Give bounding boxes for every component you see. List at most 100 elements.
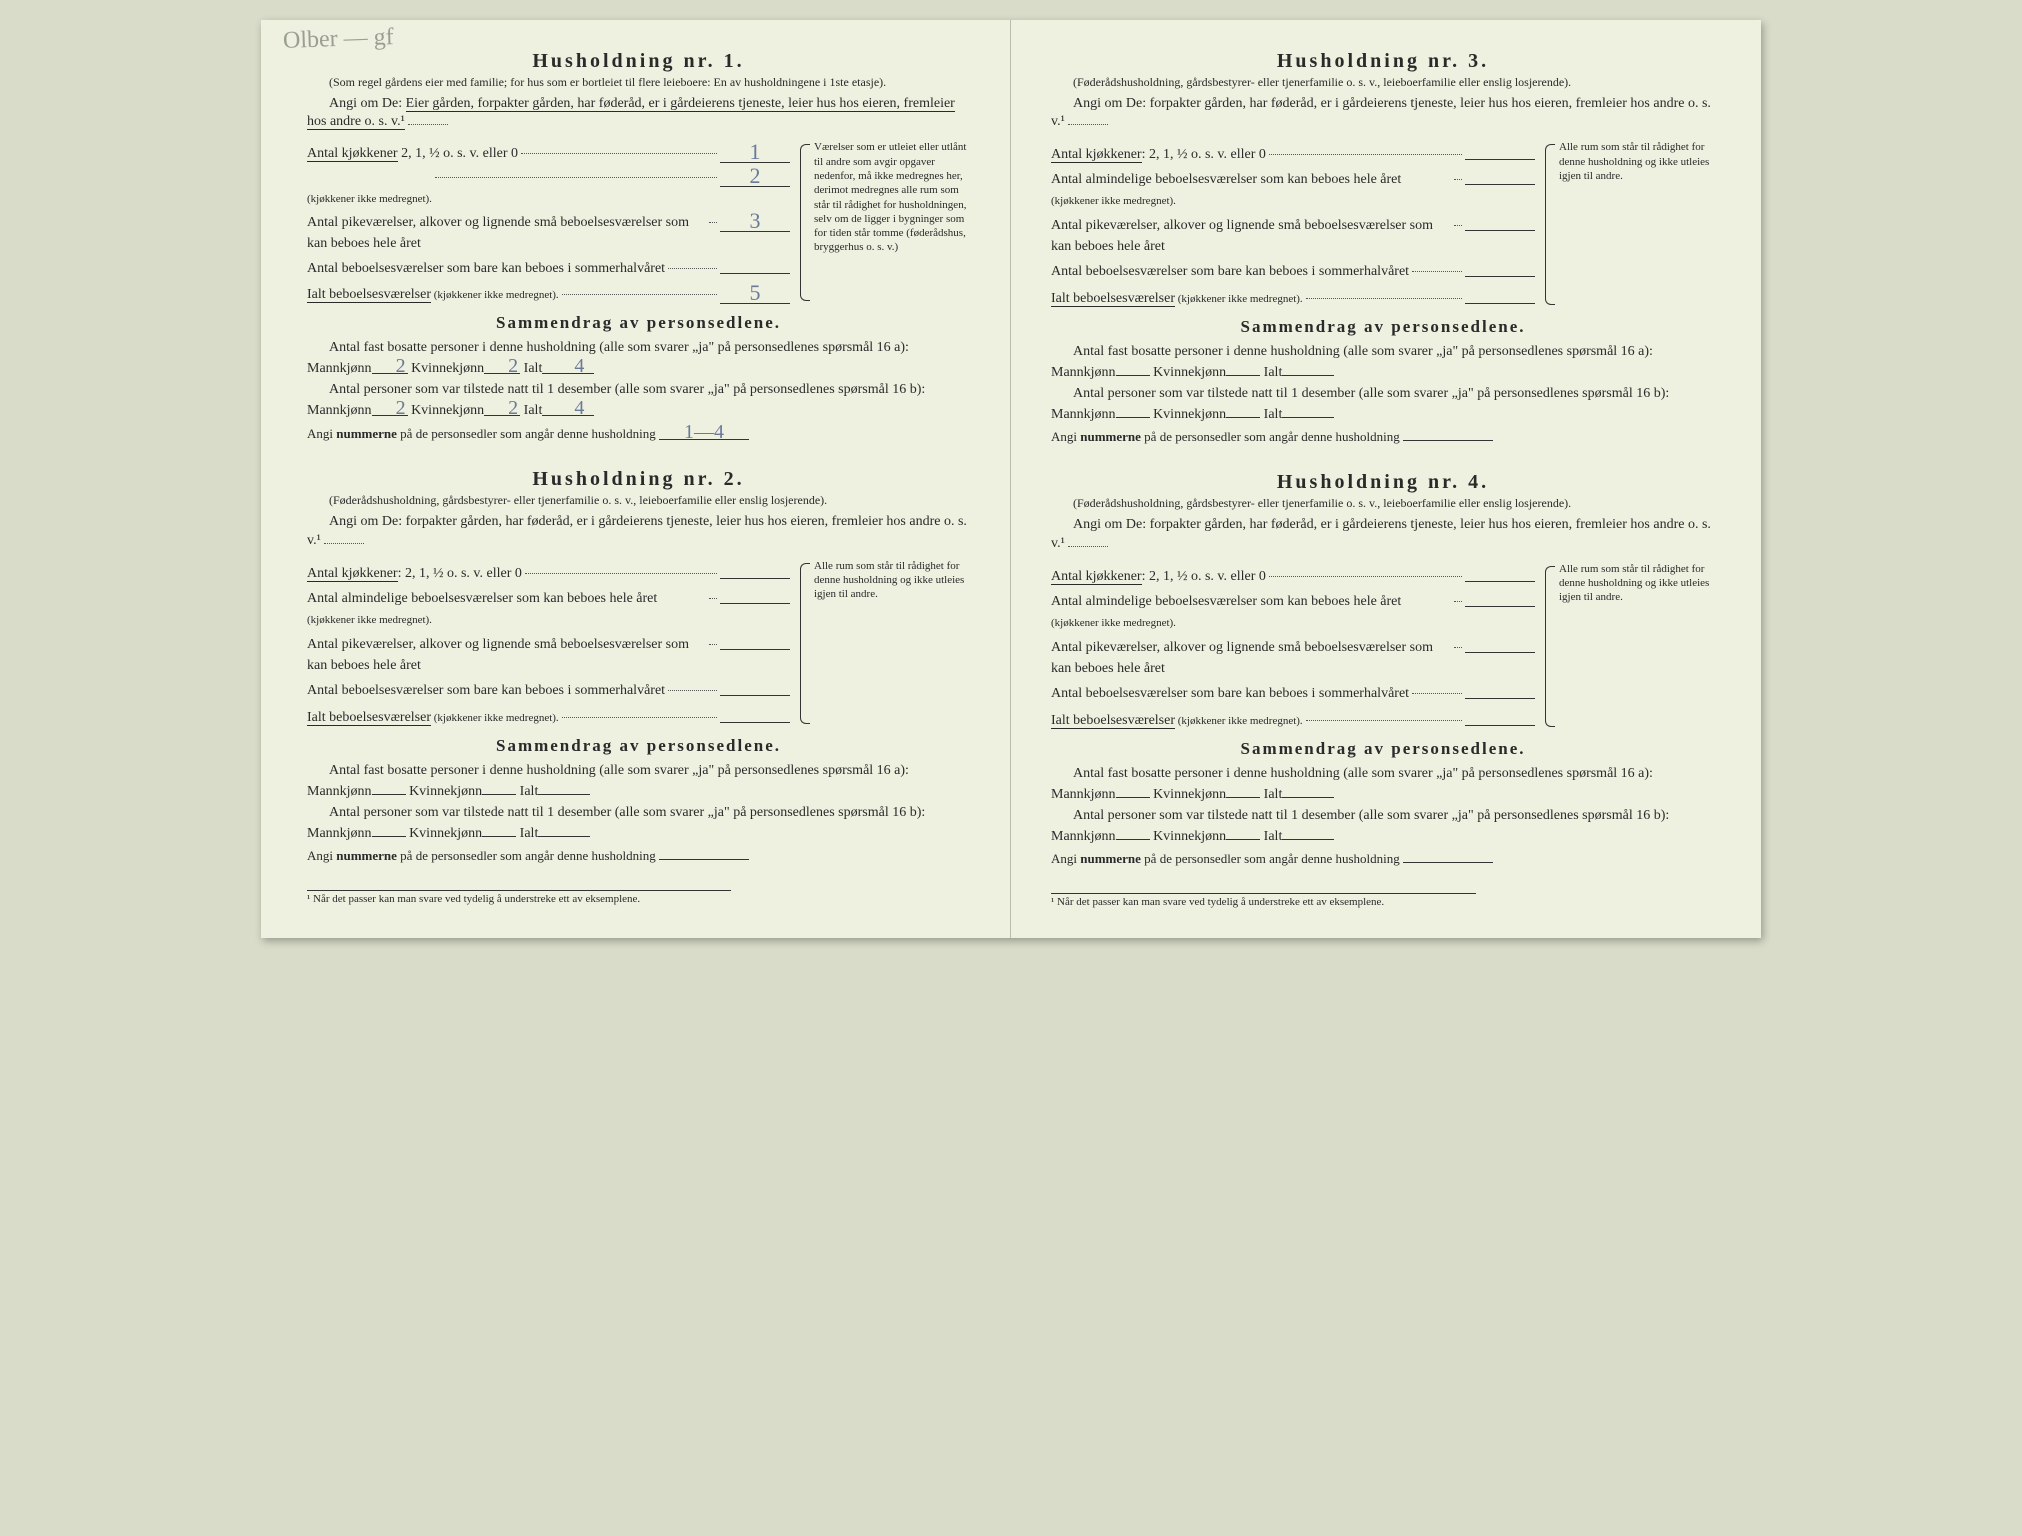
maids-line: Antal pikeværelser, alkover og lignende … [307,630,790,676]
maids-label: Antal pikeværelser, alkover og lignende … [307,634,706,676]
kitchens-line: Antal kjøkkener 2, 1, ½ o. s. v. eller 0… [307,140,790,164]
kitchens-line: Antal kjøkkener: 2, 1, ½ o. s. v. eller … [1051,140,1535,165]
living-small: (kjøkkener ikke medregnet). [307,193,432,205]
household-subdesc: (Føderådshusholdning, gårdsbestyrer- ell… [1051,496,1715,512]
q16b-kvinne [1226,417,1260,418]
brace-icon [800,144,810,301]
ialt-label: Ialt [1264,829,1283,844]
nummerne-value [1403,862,1493,863]
nummerne-tail: på de personsedler som angår denne husho… [1141,429,1400,444]
q16a-ialt [538,794,590,795]
summer-label: Antal beboelsesværelser som bare kan beb… [307,680,665,701]
kvinne-label: Kvinnekjønn [409,826,482,841]
q16a-mann: 2 [372,359,408,374]
q16a-line: Antal fast bosatte personer i denne hush… [1051,763,1715,805]
q16b-mann [1116,839,1150,840]
q16b-line: Antal personer som var tilstede natt til… [307,802,970,844]
summer-value [1465,259,1535,277]
mann-label: Mannkjønn [307,361,372,376]
mann-label: Mannkjønn [307,784,372,799]
kvinne-label: Kvinnekjønn [1153,829,1226,844]
handwritten-margin-note: Olber — gf [283,24,395,55]
living-small: (kjøkkener ikke medregnet). [1051,195,1176,207]
living-small: (kjøkkener ikke medregnet). [307,614,432,626]
maids-line: Antal pikeværelser, alkover og lignende … [307,209,790,254]
nummerne-value [1403,440,1493,441]
kitchens-value [720,561,790,579]
dot-leader [435,177,717,178]
dot-leader [1454,225,1462,226]
q16a-lead: Antal fast bosatte personer i denne hush… [1073,766,1653,781]
mann-label: Mannkjønn [1051,787,1116,802]
q16a-line: Antal fast bosatte personer i denne hush… [307,760,970,802]
rooms-margin-note: Alle rum som står til rådighet for denne… [1545,140,1715,309]
kitchens-value: 1 [720,142,790,163]
mann-label: Mannkjønn [1051,829,1116,844]
kitchens-opts: : 2, 1, ½ o. s. v. eller 0 [1142,147,1266,162]
q16a-kvinne: 2 [484,359,520,374]
dot-leader [709,598,717,599]
maids-line: Antal pikeværelser, alkover og lignende … [1051,211,1535,257]
page-right: Husholdning nr. 3. (Føderådshusholdning,… [1011,20,1761,938]
q16b-lead: Antal personer som var tilstede natt til… [1073,808,1669,823]
living-value [1465,589,1535,607]
household-title: Husholdning nr. 1. [307,50,970,73]
dot-leader [525,573,717,574]
nummerne-tail: på de personsedler som angår denne husho… [397,426,656,441]
mann-label: Mannkjønn [1051,407,1116,422]
q16a-ialt [1282,375,1334,376]
living-value [1465,167,1535,185]
dot-leader [1454,601,1462,602]
kitchens-label: Antal kjøkkener [307,566,398,582]
document-spread: Olber — gf Husholdning nr. 1. (Som regel… [261,20,1761,938]
nummerne-tail: på de personsedler som angår denne husho… [1141,851,1400,866]
ialt-label: Ialt [524,403,543,418]
ialt-label: Ialt [520,826,539,841]
living-value [720,586,790,604]
maids-label: Antal pikeværelser, alkover og lignende … [1051,637,1451,679]
q16b-ialt [1282,839,1334,840]
nummerne-line: Angi nummerne på de personsedler som ang… [1051,851,1715,867]
angi-fill [1068,546,1108,547]
household-title: Husholdning nr. 2. [307,468,970,491]
living-label: Antal almindelige beboelsesværelser som … [307,591,657,606]
kitchens-label: Antal kjøkkener [1051,147,1142,163]
mann-label: Mannkjønn [1051,365,1116,380]
summer-label: Antal beboelsesværelser som bare kan beb… [1051,261,1409,282]
household-subdesc: (Føderådshusholdning, gårdsbestyrer- ell… [307,493,970,509]
brace-icon [800,563,810,724]
q16b-ialt [1282,417,1334,418]
nummerne-bold: nummerne [336,848,397,863]
rooms-note-text: Alle rum som står til rådighet for denne… [814,560,964,601]
dot-leader [562,294,717,295]
nummerne-value: 1—4 [659,425,749,440]
q16a-lead: Antal fast bosatte personer i denne hush… [1073,344,1653,359]
q16a-kvinne [1226,797,1260,798]
rooms-list: Antal kjøkkener: 2, 1, ½ o. s. v. eller … [1051,140,1535,309]
footnote: ¹ Når det passer kan man svare ved tydel… [1051,893,1476,908]
q16a-lead: Antal fast bosatte personer i denne hush… [329,763,909,778]
total-line: Ialt beboelsesværelser (kjøkkener ikke m… [307,281,790,305]
nummerne-lead: Angi [1051,851,1080,866]
angi-fill [324,543,364,544]
angi-options: forpakter gården, har føderåd, er i gård… [1051,96,1711,130]
nummerne-bold: nummerne [1080,429,1141,444]
dot-leader [1454,179,1462,180]
kitchens-label: Antal kjøkkener [1051,569,1142,585]
dot-leader [709,644,717,645]
angi-prefix: Angi om De: [1073,517,1146,532]
dot-leader [668,268,717,269]
total-small: (kjøkkener ikke medregnet). [1175,715,1303,727]
q16b-line: Antal personer som var tilstede natt til… [307,379,970,421]
angi-options: Eier gården, forpakter gården, har føder… [307,96,955,131]
total-line: Ialt beboelsesværelser (kjøkkener ikke m… [1051,706,1535,731]
living-line: Antal almindelige beboelsesværelser som … [1051,165,1535,211]
living-small: (kjøkkener ikke medregnet). [1051,617,1176,629]
dot-leader [1306,720,1462,721]
summer-line: Antal beboelsesværelser som bare kan beb… [307,676,790,701]
total-value [1465,708,1535,726]
dot-leader [1269,154,1462,155]
household-title: Husholdning nr. 3. [1051,50,1715,73]
nummerne-line: Angi nummerne på de personsedler som ang… [307,848,970,864]
q16a-mann [372,794,406,795]
